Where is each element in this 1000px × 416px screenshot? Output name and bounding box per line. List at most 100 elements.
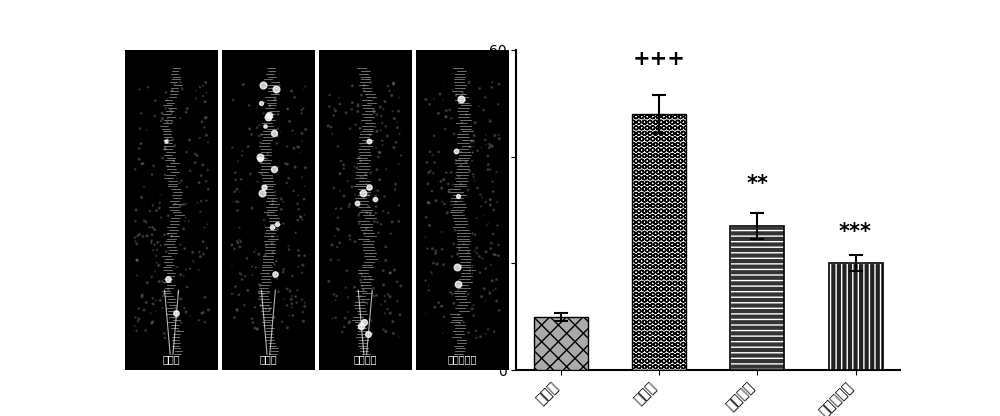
Point bbox=[443, 169, 459, 176]
Point bbox=[280, 243, 296, 250]
Point bbox=[148, 297, 164, 304]
Point bbox=[248, 264, 264, 270]
Point bbox=[195, 309, 211, 316]
Point bbox=[450, 193, 466, 199]
Point bbox=[351, 154, 367, 161]
Point bbox=[282, 287, 298, 294]
Point bbox=[453, 181, 469, 188]
Point bbox=[133, 140, 149, 147]
Point bbox=[157, 171, 173, 178]
Point bbox=[476, 212, 492, 218]
Point bbox=[478, 141, 494, 148]
Point bbox=[331, 257, 347, 263]
Point bbox=[376, 326, 392, 333]
Point bbox=[129, 240, 145, 247]
Point bbox=[466, 312, 482, 319]
Point bbox=[390, 108, 406, 114]
Point bbox=[234, 148, 250, 154]
Point bbox=[370, 154, 386, 160]
Point bbox=[149, 247, 165, 253]
Point bbox=[249, 326, 265, 333]
Point bbox=[226, 314, 242, 321]
Point bbox=[424, 188, 440, 195]
Point bbox=[389, 124, 405, 131]
Point bbox=[486, 207, 502, 213]
Point bbox=[244, 272, 260, 278]
Point bbox=[147, 97, 163, 104]
Point bbox=[165, 137, 181, 144]
Point bbox=[145, 295, 161, 302]
Point bbox=[387, 147, 403, 154]
Point bbox=[353, 300, 369, 306]
Point bbox=[172, 203, 188, 210]
Point bbox=[441, 188, 457, 195]
Point bbox=[441, 189, 457, 196]
Point bbox=[473, 144, 489, 151]
Point bbox=[342, 236, 358, 243]
Point bbox=[388, 139, 404, 146]
Point bbox=[292, 150, 308, 156]
Point bbox=[453, 149, 469, 155]
Point bbox=[368, 144, 384, 151]
Point bbox=[448, 157, 464, 164]
Point bbox=[476, 285, 492, 292]
Point bbox=[127, 234, 143, 241]
Point bbox=[165, 201, 181, 208]
Point bbox=[132, 231, 148, 238]
Point bbox=[337, 314, 353, 321]
Point bbox=[439, 210, 455, 216]
Point bbox=[456, 319, 472, 326]
Point bbox=[270, 163, 286, 170]
Point bbox=[244, 131, 260, 138]
Point bbox=[469, 250, 485, 257]
Point bbox=[452, 245, 468, 252]
Point bbox=[436, 80, 452, 87]
Point bbox=[249, 105, 265, 112]
Point bbox=[460, 291, 476, 297]
Point bbox=[377, 298, 393, 305]
Point bbox=[131, 86, 147, 93]
Point bbox=[323, 124, 339, 131]
Point bbox=[432, 91, 448, 97]
Point bbox=[417, 310, 433, 317]
Point bbox=[260, 270, 276, 277]
Point bbox=[373, 173, 389, 179]
Point bbox=[187, 159, 203, 166]
Point bbox=[483, 240, 499, 247]
Point bbox=[229, 186, 245, 193]
Point bbox=[391, 218, 407, 225]
Point bbox=[347, 191, 363, 198]
Point bbox=[229, 238, 245, 245]
Point bbox=[472, 191, 488, 198]
Point bbox=[490, 252, 506, 259]
Point bbox=[153, 214, 169, 221]
Point bbox=[485, 287, 501, 294]
Point bbox=[242, 126, 258, 132]
Point bbox=[466, 174, 482, 181]
Point bbox=[469, 185, 485, 191]
Point bbox=[258, 119, 274, 126]
Point bbox=[160, 136, 176, 142]
Point bbox=[467, 248, 483, 254]
Point bbox=[254, 171, 270, 177]
Text: 对照组: 对照组 bbox=[163, 354, 180, 364]
Point bbox=[328, 297, 344, 304]
Point bbox=[193, 172, 209, 179]
Point bbox=[167, 142, 183, 149]
Point bbox=[152, 297, 168, 304]
Point bbox=[344, 106, 360, 113]
Point bbox=[446, 300, 462, 307]
Point bbox=[148, 207, 164, 214]
Point bbox=[276, 296, 292, 303]
Point bbox=[478, 131, 494, 138]
Point bbox=[155, 115, 171, 122]
Point bbox=[379, 133, 395, 139]
Point bbox=[257, 122, 273, 129]
Point bbox=[257, 222, 273, 229]
Point bbox=[472, 85, 488, 92]
Point bbox=[440, 181, 456, 187]
Point bbox=[267, 261, 283, 267]
Point bbox=[264, 233, 280, 240]
Point bbox=[417, 234, 433, 240]
Point bbox=[181, 137, 197, 144]
